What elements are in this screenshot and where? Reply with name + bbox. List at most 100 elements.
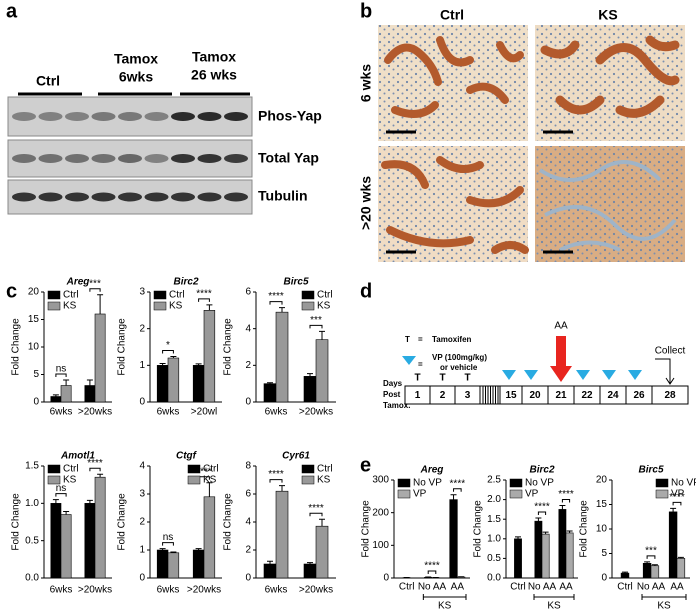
panel-label: b	[360, 0, 372, 22]
significance-label: ****	[558, 489, 574, 500]
legend-label: KS	[63, 301, 77, 312]
chart-title: Areg	[66, 277, 90, 288]
error-bar	[170, 551, 177, 553]
bar	[60, 385, 72, 403]
legend-label: Ctrl	[169, 290, 185, 301]
blot-band	[12, 154, 36, 163]
x-tick-label: AA	[670, 582, 684, 593]
legend-swatch	[301, 475, 315, 485]
error-bar	[63, 511, 70, 515]
legend-swatch	[509, 489, 523, 499]
legend-text: VP (100mg/kg)	[432, 353, 487, 362]
bar	[167, 357, 180, 403]
significance-bracket	[162, 542, 174, 546]
blot-band	[197, 192, 222, 202]
y-tick-label: 2.5	[487, 475, 501, 486]
significance-bracket	[672, 501, 682, 506]
error-bar	[86, 499, 93, 504]
day-label: 1	[415, 390, 421, 401]
x-tick-label: No AA	[637, 582, 666, 593]
chart: Birc5 Fold Change 0 2 4 6 6wks **** >20wks *** Ctr…	[223, 277, 336, 418]
significance-label: ***	[89, 278, 101, 289]
bar	[275, 490, 289, 579]
row-label: Tamox.	[383, 401, 410, 410]
significance-label: ns	[56, 483, 67, 494]
y-axis-label: Fold Change	[11, 493, 22, 551]
y-tick-label: 1.0	[487, 533, 501, 544]
bar	[668, 511, 678, 579]
legend-label: KS	[317, 301, 331, 312]
significance-label: ****	[196, 466, 212, 477]
legend-swatch	[47, 290, 61, 300]
legend-swatch	[509, 478, 523, 488]
significance-label: ****	[87, 458, 103, 469]
day-label: 28	[664, 390, 676, 401]
blot-band	[38, 154, 63, 163]
significance-label: ns	[56, 364, 67, 375]
error-bar	[670, 507, 677, 512]
significance-label: ****	[268, 469, 284, 480]
significance-bracket	[269, 301, 283, 305]
group-bracket	[533, 594, 575, 600]
bar	[650, 565, 660, 579]
error-bar	[515, 536, 521, 539]
blot-row: Total Yap	[258, 150, 319, 166]
group-label: KS	[438, 601, 452, 612]
collect-arrow	[665, 377, 675, 385]
vp-mark	[524, 370, 538, 380]
error-bar	[206, 304, 213, 311]
error-bar	[677, 556, 684, 559]
day-label: 20	[529, 390, 541, 401]
error-bar	[535, 517, 542, 522]
day-label: 24	[607, 390, 619, 401]
x-tick-label: No AA	[418, 582, 447, 593]
blot-band	[91, 154, 116, 163]
y-tick-label: 6	[245, 287, 251, 298]
y-axis-label: Fold Change	[11, 318, 22, 376]
y-tick-label: 0	[139, 397, 145, 408]
x-tick-label: Ctrl	[399, 582, 415, 593]
bar	[263, 563, 277, 579]
bar	[514, 538, 522, 579]
legend-label: KS	[317, 475, 331, 486]
panel-label: d	[360, 280, 372, 302]
panel-label: e	[360, 454, 371, 476]
blot-row: Tubulin	[258, 188, 308, 204]
bar	[50, 503, 62, 579]
x-tick-label: No AA	[528, 582, 557, 593]
blot-band	[65, 112, 89, 121]
panel-label: a	[6, 0, 18, 22]
blot-band	[12, 112, 36, 121]
day-label: 26	[633, 390, 645, 401]
legend-label: Ctrl	[317, 290, 333, 301]
legend-separator: =	[418, 335, 423, 344]
y-axis-label: Fold Change	[361, 500, 372, 558]
y-tick-label: 0.5	[487, 553, 501, 564]
significance-bracket	[646, 555, 656, 559]
x-tick-label: >20wks	[299, 407, 333, 418]
legend-swatch	[187, 464, 201, 474]
chart-title: Birc5	[283, 277, 308, 288]
y-tick-label: 0	[33, 397, 39, 408]
y-tick-label: 0	[245, 397, 251, 408]
group-label: KS	[657, 601, 671, 612]
error-bar	[206, 482, 213, 497]
legend-label: Ctrl	[317, 464, 333, 475]
y-tick-label: 10	[28, 342, 40, 353]
column-label: Ctrl	[440, 7, 464, 23]
blot: Ctrl Tamox 6wks Tamox 26 wks Phos-Yap To…	[7, 49, 322, 215]
legend-label: No VP	[525, 478, 554, 489]
legend-label: No VP	[671, 478, 696, 489]
y-tick-label: 0	[383, 573, 389, 584]
blot-band	[65, 154, 89, 163]
y-tick-label: 0.5	[25, 535, 39, 546]
legend-label: KS	[169, 301, 183, 312]
legend-label: KS	[203, 475, 217, 486]
x-tick-label: 6wks	[157, 585, 180, 596]
blot-group: Tamox	[192, 49, 236, 65]
column-label: KS	[598, 7, 617, 23]
blot-band	[171, 154, 195, 163]
vp-symbol	[402, 356, 416, 365]
significance-label: ****	[268, 291, 284, 302]
